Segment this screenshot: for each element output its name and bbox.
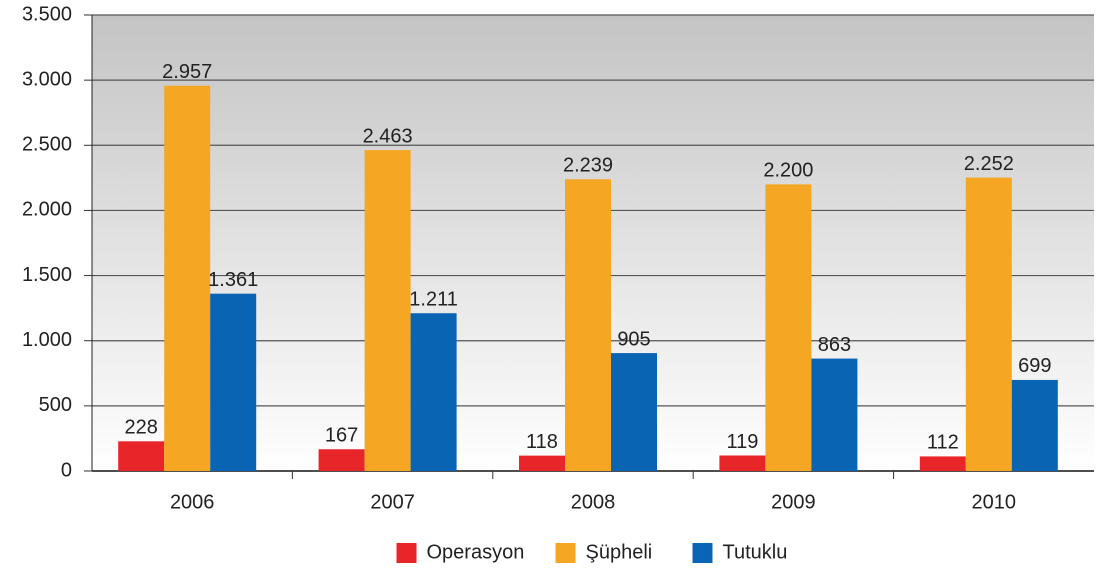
bar	[565, 179, 611, 471]
bar	[1011, 379, 1058, 471]
value-label: 228	[125, 417, 158, 439]
x-tick-label: 2007	[370, 491, 415, 513]
value-label: 118	[526, 431, 558, 453]
legend-swatch	[396, 543, 417, 563]
y-tick-label: 500	[39, 394, 72, 416]
y-tick-label: 2.500	[22, 134, 72, 156]
bar	[364, 150, 411, 471]
bar	[611, 353, 657, 471]
x-tick-label: 2009	[771, 491, 816, 513]
y-tick-label: 0	[61, 459, 72, 481]
value-label: 2.957	[162, 61, 212, 83]
value-label: 167	[325, 425, 358, 447]
bar	[318, 449, 365, 471]
value-label: 863	[818, 334, 851, 356]
legend-label: Tutuklu	[723, 541, 788, 563]
x-tick-label: 2010	[972, 491, 1017, 513]
value-label: 2.239	[563, 155, 613, 177]
bar	[811, 358, 858, 471]
bar	[719, 455, 766, 471]
bar	[210, 293, 257, 471]
legend-swatch	[555, 543, 576, 563]
value-label: 1.361	[208, 269, 258, 291]
value-label: 2.252	[964, 153, 1014, 175]
value-label: 2.200	[763, 160, 813, 182]
bar	[919, 456, 966, 471]
bar	[519, 455, 565, 471]
bar	[965, 177, 1012, 472]
value-label: 1.211	[409, 289, 458, 311]
x-tick-label: 2006	[170, 491, 215, 513]
y-tick-label: 1.000	[22, 329, 72, 351]
y-tick-label: 1.500	[22, 264, 72, 286]
value-label: 2.463	[363, 125, 413, 147]
value-label: 112	[927, 432, 959, 454]
y-tick-label: 3.000	[22, 68, 72, 90]
bar	[765, 184, 812, 471]
legend-swatch	[692, 543, 713, 563]
bar	[410, 313, 457, 471]
value-label: 699	[1018, 355, 1051, 377]
x-tick-label: 2008	[571, 491, 616, 513]
value-label: 905	[617, 328, 650, 350]
y-tick-label: 2.000	[22, 199, 72, 221]
legend-label: Şüpheli	[586, 541, 653, 563]
bar	[118, 441, 165, 471]
bar	[164, 85, 211, 471]
legend-label: Operasyon	[427, 541, 525, 563]
y-tick-label: 3.500	[22, 3, 72, 25]
value-label: 119	[726, 431, 758, 453]
